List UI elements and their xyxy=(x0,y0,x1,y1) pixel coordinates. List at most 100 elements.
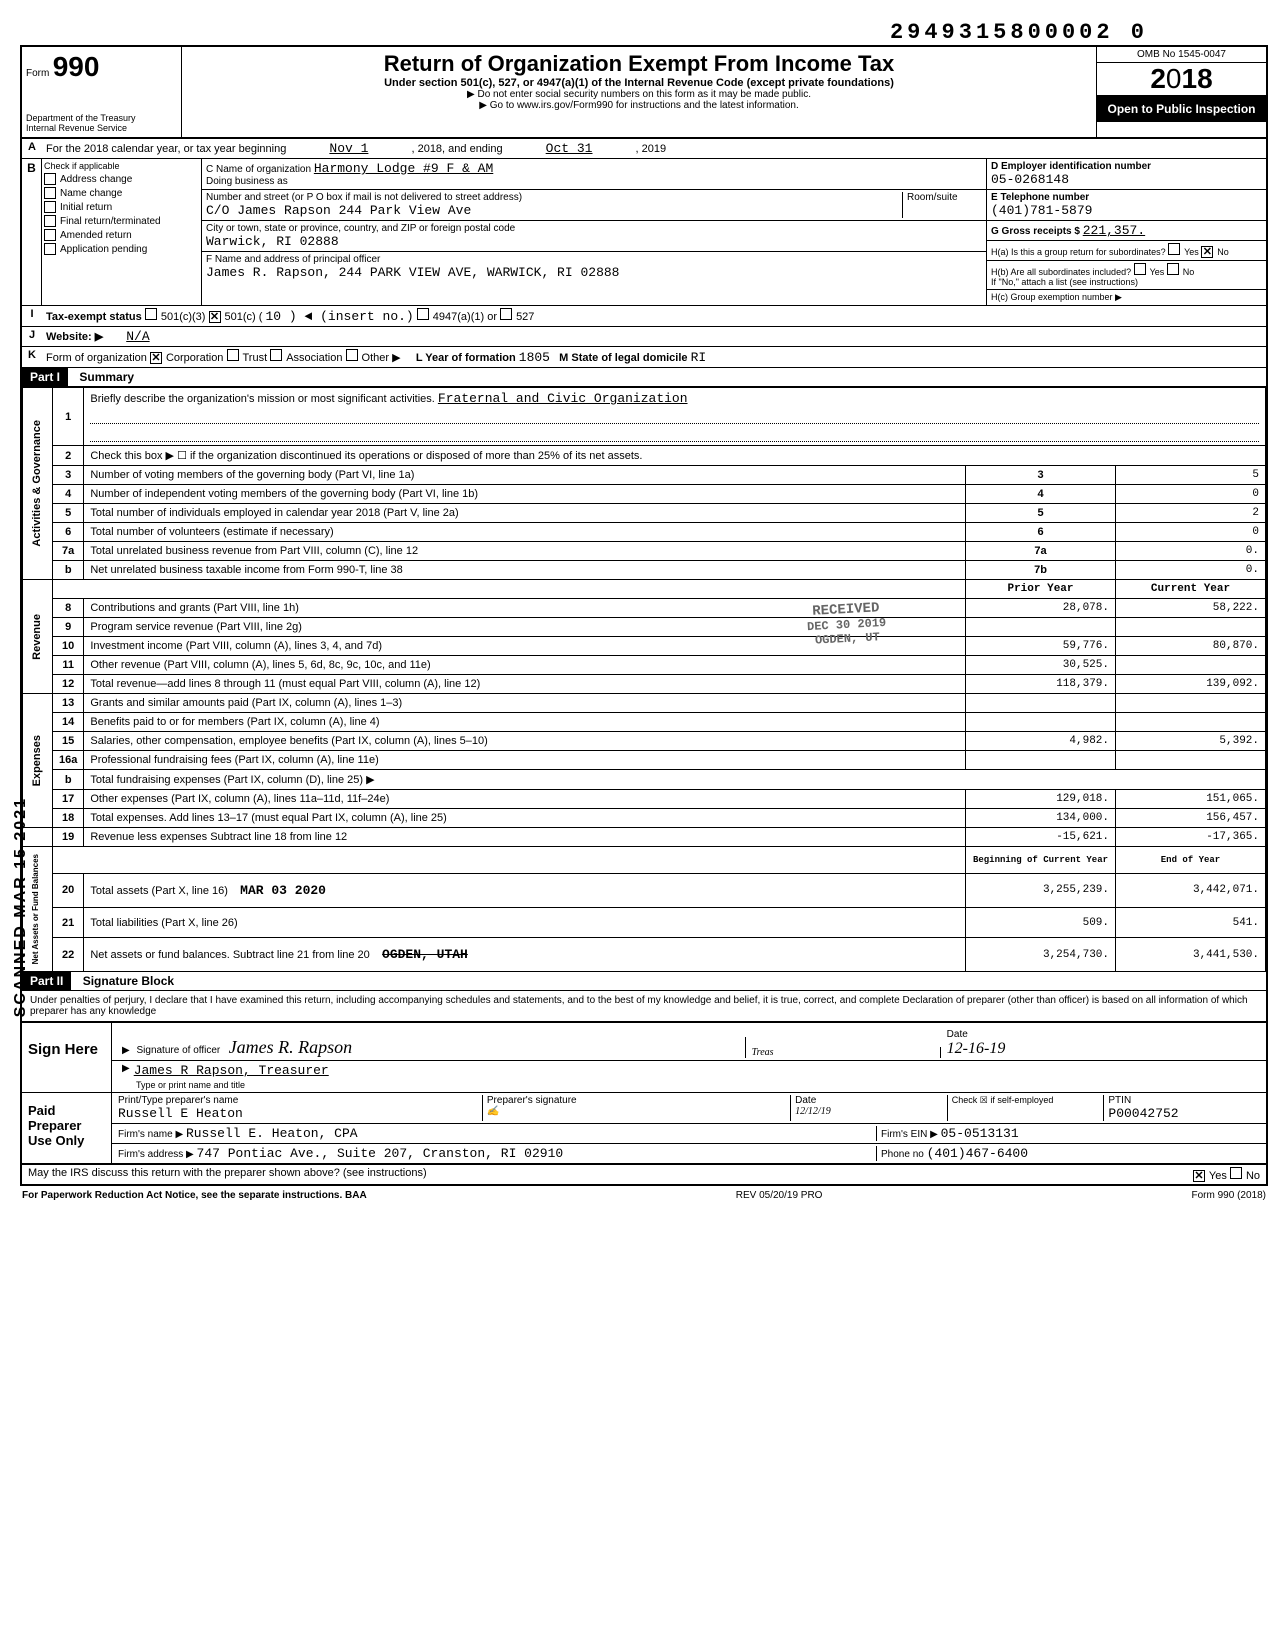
ssn-warning: ▶ Do not enter social security numbers o… xyxy=(186,89,1092,100)
scanned-stamp: SCANNED MAR 15 2021 xyxy=(12,797,30,1017)
phone: (401)781-5879 xyxy=(991,203,1092,218)
check-app-pending[interactable] xyxy=(44,243,56,255)
year-formation: 1805 xyxy=(519,350,550,365)
form-label: Form xyxy=(26,68,49,79)
check-amended[interactable] xyxy=(44,229,56,241)
city-state-zip: Warwick, RI 02888 xyxy=(206,234,339,249)
g-label: G Gross receipts $ xyxy=(991,226,1080,237)
check-527[interactable] xyxy=(500,308,512,320)
ha-yes[interactable] xyxy=(1168,243,1180,255)
summary-table: Activities & Governance 1 Briefly descri… xyxy=(22,387,1266,972)
part2-header-row: Part II Signature Block xyxy=(22,972,1266,991)
netassets-label: Net Assets or Fund Balances xyxy=(29,850,42,968)
tax-year: 20201818 xyxy=(1097,63,1266,96)
website-value: N/A xyxy=(106,329,169,344)
footer-right: Form 990 (2018) xyxy=(1192,1190,1266,1201)
check-501c3[interactable] xyxy=(145,308,157,320)
gross-receipts: 221,357. xyxy=(1083,223,1145,238)
form-footer: For Paperwork Reduction Act Notice, see … xyxy=(20,1186,1268,1205)
hb-no[interactable] xyxy=(1167,263,1179,275)
d-label: D Employer identification number xyxy=(991,161,1151,172)
principal-officer: James R. Rapson, 244 PARK VIEW AVE, WARW… xyxy=(206,265,619,280)
preparer-date: 12/12/19 xyxy=(795,1106,831,1117)
line7a-val: 0. xyxy=(1116,542,1266,561)
footer-left: For Paperwork Reduction Act Notice, see … xyxy=(22,1190,367,1201)
governance-label: Activities & Governance xyxy=(29,416,45,551)
ptin: P00042752 xyxy=(1108,1106,1178,1121)
dba-label: Doing business as xyxy=(206,176,288,187)
check-4947[interactable] xyxy=(417,308,429,320)
line4-val: 0 xyxy=(1116,485,1266,504)
c-label: C Name of organization xyxy=(206,164,311,175)
line2: Check this box ▶ ☐ if the organization d… xyxy=(84,446,1266,466)
row-a-yearend: , 2019 xyxy=(636,143,667,155)
city-label: City or town, state or province, country… xyxy=(206,223,515,234)
mission-text: Fraternal and Civic Organization xyxy=(438,391,688,406)
e-label: E Telephone number xyxy=(991,192,1089,203)
org-name: Harmony Lodge #9 F & AM xyxy=(314,161,493,176)
penalty-text: Under penalties of perjury, I declare th… xyxy=(22,991,1266,1021)
prior-year-header: Prior Year xyxy=(966,580,1116,599)
firm-ein: 05-0513131 xyxy=(941,1126,1019,1141)
treas-note: Treas xyxy=(752,1047,774,1058)
row-a-tax-year: A For the 2018 calendar year, or tax yea… xyxy=(22,139,1266,159)
check-final-return[interactable] xyxy=(44,215,56,227)
discuss-no[interactable] xyxy=(1230,1167,1242,1179)
check-name-change[interactable] xyxy=(44,187,56,199)
paid-preparer-section: Paid Preparer Use Only Print/Type prepar… xyxy=(22,1093,1266,1165)
row-i-tax-status: I Tax-exempt status 501(c)(3) 501(c) ( 1… xyxy=(22,306,1266,327)
ha-label: H(a) Is this a group return for subordin… xyxy=(991,247,1166,257)
part1-title: Summary xyxy=(71,370,134,384)
paid-preparer-label: Paid Preparer Use Only xyxy=(22,1093,112,1163)
sign-here-label: Sign Here xyxy=(22,1023,112,1092)
received-stamp: RECEIVED DEC 30 2019 OGDEN, UT xyxy=(806,600,887,648)
revenue-label: Revenue xyxy=(29,610,45,664)
ha-no[interactable] xyxy=(1201,246,1213,258)
part1-header-row: Part I Summary xyxy=(22,368,1266,387)
501c-number: 10 ) ◄ (insert no.) xyxy=(266,309,414,324)
row-a-mid: , 2018, and ending xyxy=(411,143,502,155)
begin-year-header: Beginning of Current Year xyxy=(966,847,1116,874)
firm-name: Russell E. Heaton, CPA xyxy=(186,1126,358,1141)
state-domicile: RI xyxy=(691,350,707,365)
check-501c[interactable] xyxy=(209,311,221,323)
check-address-change[interactable] xyxy=(44,173,56,185)
row-k-form-org: K Form of organization Corporation Trust… xyxy=(22,347,1266,368)
check-if-applicable: Check if applicable xyxy=(44,161,199,171)
footer-mid: REV 05/20/19 PRO xyxy=(736,1190,823,1201)
ogden-stamp: OGDEN, UTAH xyxy=(382,947,468,962)
expenses-label: Expenses xyxy=(29,731,45,790)
preparer-signature: ✍ xyxy=(487,1106,499,1117)
end-date: Oct 31 xyxy=(506,141,633,156)
part1-header: Part I xyxy=(22,368,68,386)
preparer-name: Russell E Heaton xyxy=(118,1106,243,1121)
check-initial-return[interactable] xyxy=(44,201,56,213)
mar-stamp: MAR 03 2020 xyxy=(240,883,326,898)
org-info-section: B Check if applicable Address change Nam… xyxy=(22,159,1266,306)
form-990-container: SCANNED MAR 15 2021 Form 990 Department … xyxy=(20,45,1268,1186)
firm-phone: (401)467-6400 xyxy=(927,1146,1028,1161)
hb-note: If "No," attach a list (see instructions… xyxy=(991,277,1138,287)
officer-signature: James R. Rapson xyxy=(229,1037,352,1057)
open-to-public: Open to Public Inspection xyxy=(1097,96,1266,122)
check-other[interactable] xyxy=(346,349,358,361)
check-corp[interactable] xyxy=(150,352,162,364)
end-year-header: End of Year xyxy=(1116,847,1266,874)
sign-here-section: Sign Here Signature of officer James R. … xyxy=(22,1021,1266,1093)
goto-url: ▶ Go to www.irs.gov/Form990 for instruct… xyxy=(186,100,1092,111)
ein: 05-0268148 xyxy=(991,172,1069,187)
line5-val: 2 xyxy=(1116,504,1266,523)
begin-date: Nov 1 xyxy=(289,141,408,156)
line3-val: 5 xyxy=(1116,466,1266,485)
hb-yes[interactable] xyxy=(1134,263,1146,275)
addr-label: Number and street (or P O box if mail is… xyxy=(206,192,522,203)
form-number: 990 xyxy=(53,51,100,82)
row-a-text: For the 2018 calendar year, or tax year … xyxy=(46,143,286,155)
main-title: Return of Organization Exempt From Incom… xyxy=(186,51,1092,77)
check-assoc[interactable] xyxy=(270,349,282,361)
row-j-website: J Website: ▶ N/A xyxy=(22,327,1266,347)
firm-address: 747 Pontiac Ave., Suite 207, Cranston, R… xyxy=(197,1146,564,1161)
discuss-yes[interactable] xyxy=(1193,1170,1205,1182)
check-trust[interactable] xyxy=(227,349,239,361)
f-label: F Name and address of principal officer xyxy=(206,254,380,265)
